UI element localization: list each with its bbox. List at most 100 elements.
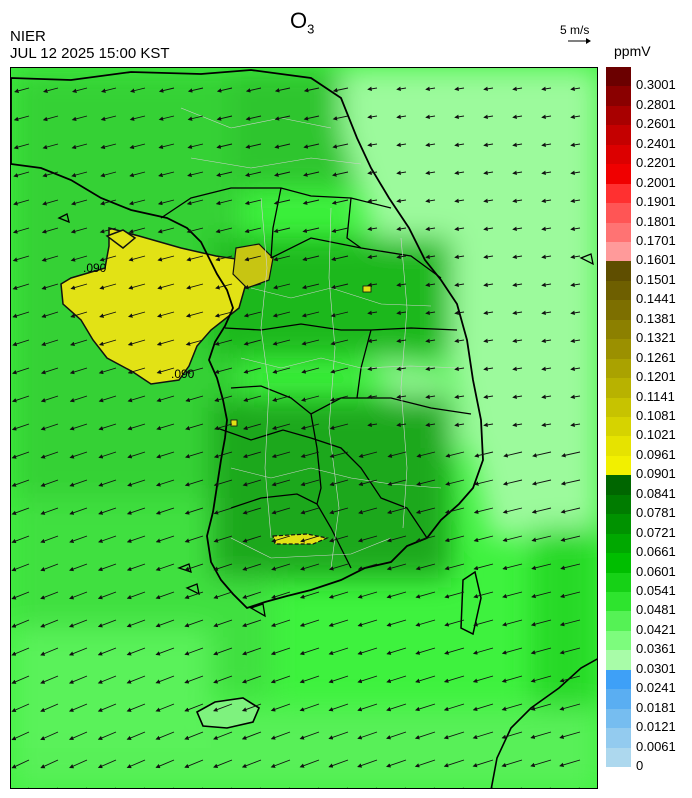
wind-vector (541, 282, 552, 288)
wind-vector (512, 226, 523, 232)
wind-vector (99, 227, 117, 234)
wind-vector (40, 423, 59, 431)
wind-vector (12, 367, 30, 375)
wind-vector (155, 479, 175, 487)
wind-vector (156, 367, 175, 374)
wind-vector (512, 114, 523, 120)
wind-vector (454, 142, 465, 148)
wind-vector (155, 507, 175, 515)
wind-vector (243, 395, 262, 402)
wind-vector (40, 619, 59, 628)
wind-vector (559, 675, 581, 683)
color-scale-tick-label: 0.0481 (636, 602, 676, 618)
wind-vector (184, 535, 204, 543)
wind-vector (396, 310, 407, 316)
color-scale-swatch (606, 611, 631, 632)
color-scale-tick-label: 0 (636, 758, 644, 774)
wind-vector (127, 395, 146, 403)
wind-vector (444, 647, 465, 655)
wind-vector (302, 227, 320, 233)
wind-vector (367, 422, 378, 428)
wind-vector (187, 115, 204, 121)
wind-vector (541, 422, 552, 428)
ozone-map: .090 .090 (10, 67, 598, 789)
high-ozone-core (232, 243, 274, 289)
wind-vector (270, 731, 291, 740)
wind-vector (541, 86, 552, 92)
color-scale-tick-label: 0.1141 (636, 388, 675, 404)
wind-vector (40, 479, 59, 487)
wind-vector (559, 619, 581, 627)
wind-vector (301, 283, 320, 290)
wind-vector (560, 563, 581, 570)
wind-vector (328, 619, 349, 627)
wind-vector (425, 282, 436, 288)
wind-vector (445, 451, 465, 458)
wind-vector (329, 535, 349, 543)
wind-vector (98, 339, 117, 346)
wind-vector (331, 255, 349, 262)
wind-vector (416, 479, 436, 486)
color-scale-tick-label: 0.2001 (636, 174, 676, 190)
wind-vector (299, 591, 320, 599)
wind-vector (367, 366, 378, 372)
wind-vector (483, 366, 494, 372)
color-scale-tick-label: 0.1081 (636, 408, 676, 424)
wind-vector (155, 731, 175, 740)
wind-vector (97, 647, 117, 656)
wind-vector (541, 114, 552, 120)
color-scale-tick-label: 0.2201 (636, 155, 676, 171)
wind-vector (415, 675, 436, 683)
wind-vector (396, 422, 407, 428)
wind-vector (474, 479, 494, 486)
forecast-datetime: JUL 12 2025 15:00 KST (10, 45, 170, 62)
wind-vector (396, 282, 407, 288)
wind-vector (415, 703, 436, 712)
wind-vector (155, 591, 175, 600)
title-subscript: 3 (307, 21, 315, 37)
wind-vector (300, 507, 320, 515)
color-scale-tick-label: 0.0121 (636, 719, 676, 735)
wind-vector (213, 675, 233, 684)
wind-vector (184, 675, 204, 684)
wind-vector (415, 563, 436, 571)
wind-vector (386, 759, 407, 768)
wind-vector (387, 451, 407, 458)
wind-vector (271, 535, 291, 543)
wind-vector (97, 563, 117, 572)
wind-vector (329, 423, 349, 430)
wind-vector (13, 199, 30, 206)
wind-vector (11, 619, 30, 628)
wind-vector (126, 563, 146, 572)
wind-vector (243, 367, 262, 374)
wind-vector (56, 787, 58, 788)
wind-vector (570, 142, 581, 148)
wind-vector (273, 283, 291, 290)
wind-vector (11, 563, 30, 572)
wind-vector (186, 255, 204, 262)
wind-vector (213, 451, 233, 459)
wind-vector (301, 367, 320, 374)
wind-vector (483, 86, 494, 92)
wind-vector (40, 703, 59, 712)
wind-vector (273, 227, 291, 234)
wind-vector (213, 647, 233, 656)
wind-vector (532, 451, 552, 458)
wind-vector (303, 171, 320, 177)
wind-vector (244, 283, 262, 290)
wind-vector (129, 171, 146, 178)
color-scale-swatch (606, 592, 631, 612)
wind-vector (332, 143, 349, 149)
wind-vector (69, 759, 88, 769)
wind-vector (215, 199, 233, 206)
wind-vector (69, 423, 88, 431)
wind-vector (288, 787, 290, 788)
wind-vector (70, 255, 88, 262)
wind-vector (512, 394, 523, 400)
wind-vector (69, 591, 88, 600)
wind-vector (243, 423, 262, 431)
color-scale-swatch (606, 436, 631, 457)
wind-vector (126, 703, 146, 712)
wind-vector (215, 283, 233, 290)
wind-vector (367, 310, 378, 316)
